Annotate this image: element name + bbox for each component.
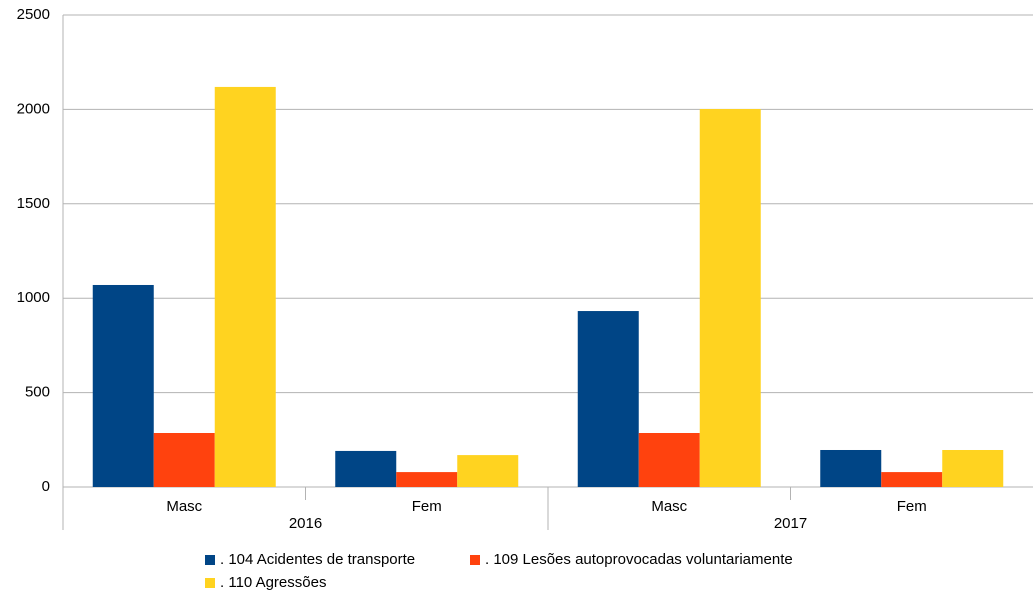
y-tick-label: 0 bbox=[42, 478, 50, 495]
bar bbox=[214, 86, 276, 487]
bar bbox=[396, 472, 458, 487]
bar bbox=[699, 109, 761, 487]
x-tick-label: Fem bbox=[412, 498, 442, 515]
bar bbox=[942, 449, 1004, 487]
legend-label: . 110 Agressões bbox=[220, 574, 326, 591]
x-tick-label: Masc bbox=[651, 498, 687, 515]
y-tick-label: 2000 bbox=[17, 100, 50, 117]
bar bbox=[820, 449, 882, 487]
legend-swatch bbox=[205, 578, 215, 588]
x-tick-label: Fem bbox=[897, 498, 927, 515]
bar bbox=[457, 455, 519, 487]
group-label: 2017 bbox=[774, 515, 807, 532]
bar bbox=[153, 433, 215, 487]
legend-label: . 109 Lesões autoprovocadas voluntariame… bbox=[485, 551, 793, 568]
y-tick-label: 1500 bbox=[17, 195, 50, 212]
bar bbox=[577, 311, 639, 487]
x-tick-label: Masc bbox=[166, 498, 202, 515]
legend-label: . 104 Acidentes de transporte bbox=[220, 551, 415, 568]
bar bbox=[335, 450, 397, 487]
y-tick-label: 1000 bbox=[17, 289, 50, 306]
y-tick-label: 500 bbox=[25, 384, 50, 401]
legend-swatch bbox=[205, 555, 215, 565]
bar bbox=[881, 472, 943, 487]
y-tick-label: 2500 bbox=[17, 6, 50, 23]
group-label: 2016 bbox=[289, 515, 322, 532]
bar bbox=[638, 433, 700, 487]
bar bbox=[92, 284, 154, 487]
legend-swatch bbox=[470, 555, 480, 565]
